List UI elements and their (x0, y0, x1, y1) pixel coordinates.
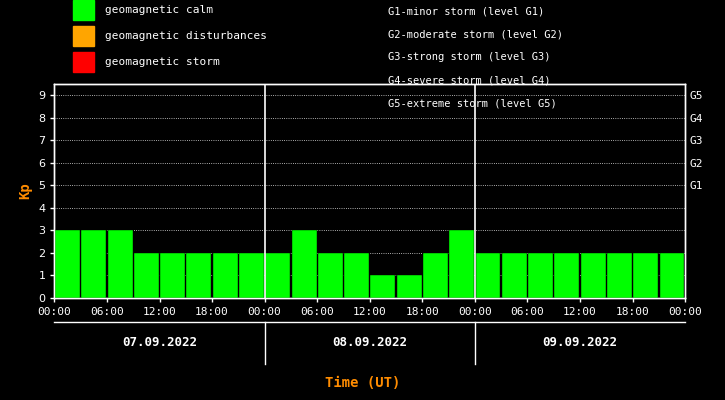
Bar (633, 253, 658, 298)
Text: G3-strong storm (level G3): G3-strong storm (level G3) (388, 52, 550, 62)
Bar (450, 230, 474, 298)
Bar (265, 253, 290, 298)
Y-axis label: Kp: Kp (19, 183, 33, 199)
Bar (318, 253, 343, 298)
Bar (107, 230, 133, 298)
Text: geomagnetic storm: geomagnetic storm (105, 57, 220, 67)
Bar (186, 253, 212, 298)
Bar (502, 253, 527, 298)
Bar (81, 230, 107, 298)
Bar (344, 253, 369, 298)
Bar (528, 253, 553, 298)
Bar (555, 253, 579, 298)
Bar (423, 253, 448, 298)
Bar (581, 253, 605, 298)
Text: G1-minor storm (level G1): G1-minor storm (level G1) (388, 6, 544, 16)
Bar (370, 276, 395, 298)
Bar (134, 253, 159, 298)
Bar (660, 253, 684, 298)
Bar (55, 230, 80, 298)
Text: geomagnetic calm: geomagnetic calm (105, 5, 213, 15)
Bar (239, 253, 264, 298)
Bar (397, 276, 422, 298)
Text: G5-extreme storm (level G5): G5-extreme storm (level G5) (388, 99, 557, 109)
Bar (607, 253, 632, 298)
Text: Time (UT): Time (UT) (325, 376, 400, 390)
Bar (476, 253, 500, 298)
Text: G2-moderate storm (level G2): G2-moderate storm (level G2) (388, 29, 563, 39)
Bar (212, 253, 238, 298)
Text: G4-severe storm (level G4): G4-severe storm (level G4) (388, 76, 550, 86)
Bar (160, 253, 185, 298)
Text: 09.09.2022: 09.09.2022 (542, 336, 618, 348)
Text: 07.09.2022: 07.09.2022 (122, 336, 197, 348)
Bar (291, 230, 317, 298)
Text: 08.09.2022: 08.09.2022 (332, 336, 407, 348)
Text: geomagnetic disturbances: geomagnetic disturbances (105, 31, 267, 41)
